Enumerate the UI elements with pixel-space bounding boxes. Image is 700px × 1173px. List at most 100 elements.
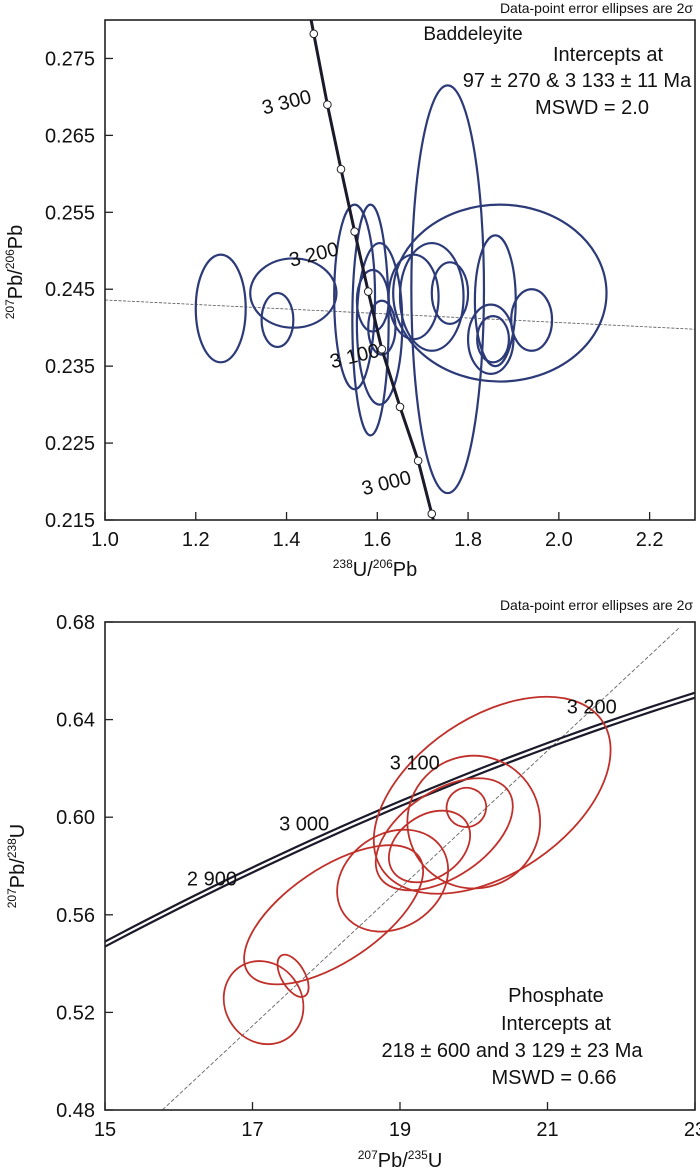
x-label-sup2: 206: [373, 557, 393, 571]
discordia-line: [105, 299, 695, 330]
error-ellipse: [372, 695, 612, 895]
age-label: 3 000: [279, 814, 329, 836]
error-ellipse: [392, 203, 608, 383]
y-label-base1: Pb/: [5, 269, 27, 299]
error-ellipse: [222, 960, 305, 1046]
x-axis-ticks: 15 17 19 21 23: [94, 1102, 700, 1141]
error-ellipse: [410, 84, 486, 495]
x-label-sup2: 235: [408, 1148, 428, 1162]
y-tick-label: 0.225: [45, 433, 95, 455]
y-label-sup1: 207: [5, 888, 19, 908]
mineral-label: Baddeleyite: [423, 24, 522, 45]
x-label-base1: Pb/: [378, 1150, 408, 1172]
error-ellipse: [406, 754, 542, 890]
x-tick-label: 2.2: [636, 529, 664, 551]
y-tick-label: 0.215: [45, 510, 95, 532]
error-ellipse: [333, 203, 377, 391]
error-ellipse: [430, 261, 470, 325]
y-axis-label: 207Pb/238U: [5, 824, 29, 909]
age-label: 2 900: [187, 869, 237, 891]
error-note: Data-point error ellipses are 2σ: [500, 597, 693, 613]
error-ellipse: [510, 288, 554, 352]
error-ellipse: [473, 234, 517, 368]
error-ellipse: [445, 786, 488, 828]
y-axis-label: 207Pb/206Pb: [3, 225, 27, 320]
x-tick-label: 21: [536, 1119, 558, 1141]
age-marker: [395, 402, 405, 412]
y-axis-ticks: 0.215 0.225 0.235 0.245 0.255 0.265 0.275: [45, 48, 113, 532]
intercepts-values: 218 ± 600 and 3 129 ± 23 Ma: [381, 1040, 643, 1062]
y-label-base2: Pb: [5, 225, 27, 249]
error-ellipse: [260, 291, 295, 349]
age-marker: [377, 344, 387, 354]
age-label: 3 100: [390, 753, 440, 775]
x-axis-ticks: 1.0 1.2 1.4 1.6 1.8 2.0 2.2: [91, 512, 664, 551]
plot-area: 2 900 3 000 3 100 3 200: [105, 626, 695, 1110]
mineral-label: Phosphate: [508, 985, 604, 1007]
age-label: 3 300: [260, 86, 314, 119]
y-label-sup2: 238: [5, 838, 19, 858]
phosphate-chart: Data-point error ellipses are 2σ 2 900 3 …: [5, 597, 700, 1172]
y-label-base1: Pb/: [7, 858, 29, 888]
y-tick-label: 0.235: [45, 356, 95, 378]
y-tick-label: 0.60: [56, 807, 95, 829]
age-label: 3 200: [567, 697, 617, 719]
error-ellipse: [336, 828, 450, 933]
baddeleyite-chart: Data-point error ellipses are 2σ 3 300 3 …: [3, 0, 696, 581]
concordia-band-lower: [105, 696, 695, 948]
error-ellipse: [374, 777, 514, 892]
intercepts-label: Intercepts at: [553, 44, 664, 66]
error-ellipse: [355, 241, 404, 406]
y-tick-label: 0.245: [45, 279, 95, 301]
x-label-base2: U: [428, 1150, 442, 1172]
error-ellipse: [351, 203, 390, 437]
intercepts-values: 97 ± 270 & 3 133 ± 11 Ma: [463, 70, 692, 92]
error-ellipse: [398, 241, 465, 352]
x-tick-label: 15: [94, 1119, 116, 1141]
y-tick-label: 0.255: [45, 202, 95, 224]
error-ellipse: [276, 953, 310, 998]
x-axis-label: 238U/206Pb: [333, 557, 418, 581]
concordia-band-upper: [105, 691, 695, 943]
x-tick-label: 1.6: [363, 529, 391, 551]
y-label-base2: U: [7, 824, 29, 838]
age-marker: [363, 287, 373, 296]
age-marker: [336, 164, 346, 174]
mswd-label: MSWD = 0.66: [491, 1067, 616, 1089]
y-axis-ticks: 0.48 0.52 0.56 0.60 0.64 0.68: [56, 612, 113, 1122]
plot-frame: [104, 19, 696, 521]
x-tick-label: 1.4: [273, 529, 301, 551]
x-tick-label: 19: [389, 1119, 411, 1141]
y-tick-label: 0.275: [45, 48, 95, 70]
age-marker: [427, 509, 437, 519]
x-label-base2: Pb: [393, 559, 417, 581]
error-ellipse: [249, 257, 338, 329]
x-tick-label: 1.0: [91, 529, 119, 551]
discordia-line: [161, 626, 681, 1110]
age-marker: [413, 456, 423, 466]
y-label-sup2: 206: [3, 249, 17, 269]
age-marker: [350, 227, 359, 236]
error-ellipse: [194, 253, 247, 364]
age-marker: [309, 29, 319, 39]
x-axis-label: 207Pb/235U: [358, 1148, 443, 1172]
error-note: Data-point error ellipses are 2σ: [500, 0, 693, 16]
label-box: [335, 975, 690, 1091]
x-label-sup1: 207: [358, 1148, 378, 1162]
y-tick-label: 0.56: [56, 905, 95, 927]
error-ellipse: [243, 844, 425, 986]
x-tick-label: 23: [684, 1119, 700, 1141]
y-tick-label: 0.64: [56, 710, 95, 732]
age-label: 3 200: [287, 238, 341, 271]
y-tick-label: 0.48: [56, 1100, 95, 1122]
y-tick-label: 0.265: [45, 125, 95, 147]
x-tick-label: 2.0: [545, 529, 573, 551]
error-ellipse: [387, 809, 472, 884]
mswd-label: MSWD = 2.0: [535, 97, 649, 119]
error-ellipse: [387, 253, 440, 341]
y-label-sup1: 207: [3, 299, 17, 319]
error-ellipse: [466, 303, 515, 375]
x-label-base1: U/: [353, 559, 373, 581]
age-label: 3 000: [360, 467, 414, 500]
